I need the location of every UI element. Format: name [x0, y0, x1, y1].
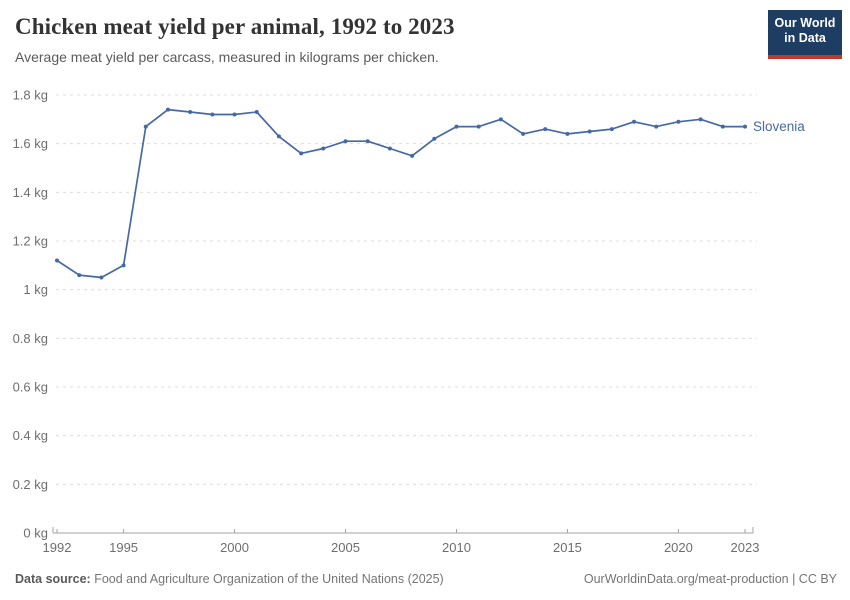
- data-point[interactable]: [232, 112, 237, 117]
- data-point[interactable]: [720, 124, 725, 129]
- line-chart[interactable]: 0 kg 0.2 kg 0.4 kg 0.6 kg 0.8 kg 1 kg 1.2 kg 1.…: [0, 85, 850, 560]
- x-tick-label: 2020: [664, 540, 693, 555]
- data-point[interactable]: [99, 275, 104, 280]
- data-point[interactable]: [587, 129, 592, 134]
- data-point[interactable]: [676, 119, 681, 124]
- owid-url-link[interactable]: OurWorldinData.org/meat-production | CC …: [583, 572, 837, 586]
- data-source-label: Data source:: [15, 572, 91, 586]
- series-end-label[interactable]: Slovenia: [753, 119, 805, 134]
- data-point[interactable]: [299, 151, 304, 156]
- data-point[interactable]: [432, 136, 437, 141]
- chart-header: Chicken meat yield per animal, 1992 to 2…: [15, 14, 755, 65]
- data-point[interactable]: [632, 119, 637, 124]
- data-point[interactable]: [743, 124, 747, 129]
- data-point[interactable]: [698, 117, 703, 122]
- data-point[interactable]: [321, 146, 326, 151]
- data-point[interactable]: [476, 124, 481, 129]
- owid-logo-line1: Our World: [774, 16, 836, 30]
- data-point[interactable]: [121, 263, 126, 268]
- data-point[interactable]: [365, 139, 370, 144]
- data-point[interactable]: [654, 124, 659, 129]
- data-point[interactable]: [254, 110, 259, 115]
- data-point[interactable]: [609, 127, 614, 132]
- data-point[interactable]: [343, 139, 348, 144]
- data-source-text: Food and Agriculture Organization of the…: [90, 572, 444, 586]
- owid-logo[interactable]: Our World in Data: [768, 10, 842, 59]
- y-tick-label: 1.4 kg: [13, 185, 48, 200]
- data-point[interactable]: [543, 127, 548, 132]
- x-tick-label: 2023: [731, 540, 760, 555]
- x-tick-label: 1995: [109, 540, 138, 555]
- y-tick-label: 1.6 kg: [13, 136, 48, 151]
- series-line-slovenia[interactable]: [56, 108, 745, 279]
- y-tick-label: 1.2 kg: [13, 234, 48, 249]
- data-point[interactable]: [410, 153, 415, 158]
- x-tick-label: 1992: [43, 540, 72, 555]
- page-title: Chicken meat yield per animal, 1992 to 2…: [15, 14, 455, 39]
- x-tick-label: 2005: [331, 540, 360, 555]
- y-tick-label: 1.8 kg: [13, 88, 48, 103]
- x-tick-label: 2010: [442, 540, 471, 555]
- data-point[interactable]: [498, 117, 503, 122]
- data-point[interactable]: [521, 131, 526, 136]
- y-tick-label: 0.6 kg: [13, 380, 48, 395]
- y-tick-label: 0 kg: [23, 526, 48, 541]
- data-point[interactable]: [565, 131, 570, 136]
- data-point[interactable]: [387, 146, 392, 151]
- x-tick-label: 2000: [220, 540, 249, 555]
- chart-canvas[interactable]: 0 kg 0.2 kg 0.4 kg 0.6 kg 0.8 kg 1 kg 1.2 kg 1.…: [0, 85, 850, 560]
- y-tick-label: 0.4 kg: [13, 428, 48, 443]
- chart-footer: Data source: Food and Agriculture Organi…: [15, 572, 837, 586]
- data-point[interactable]: [55, 258, 59, 263]
- y-tick-label: 0.8 kg: [13, 331, 48, 346]
- data-point[interactable]: [454, 124, 459, 129]
- data-point[interactable]: [188, 110, 193, 115]
- data-point[interactable]: [77, 273, 82, 278]
- data-point[interactable]: [276, 134, 281, 139]
- x-tick-label: 2015: [553, 540, 582, 555]
- data-point[interactable]: [165, 107, 170, 112]
- y-tick-label: 0.2 kg: [13, 477, 48, 492]
- data-point[interactable]: [210, 112, 215, 117]
- y-tick-label: 1 kg: [23, 282, 48, 297]
- owid-logo-line2: in Data: [784, 31, 826, 45]
- data-source: Data source: Food and Agriculture Organi…: [15, 572, 444, 586]
- chart-subtitle: Average meat yield per carcass, measured…: [15, 49, 439, 65]
- data-point[interactable]: [143, 124, 148, 129]
